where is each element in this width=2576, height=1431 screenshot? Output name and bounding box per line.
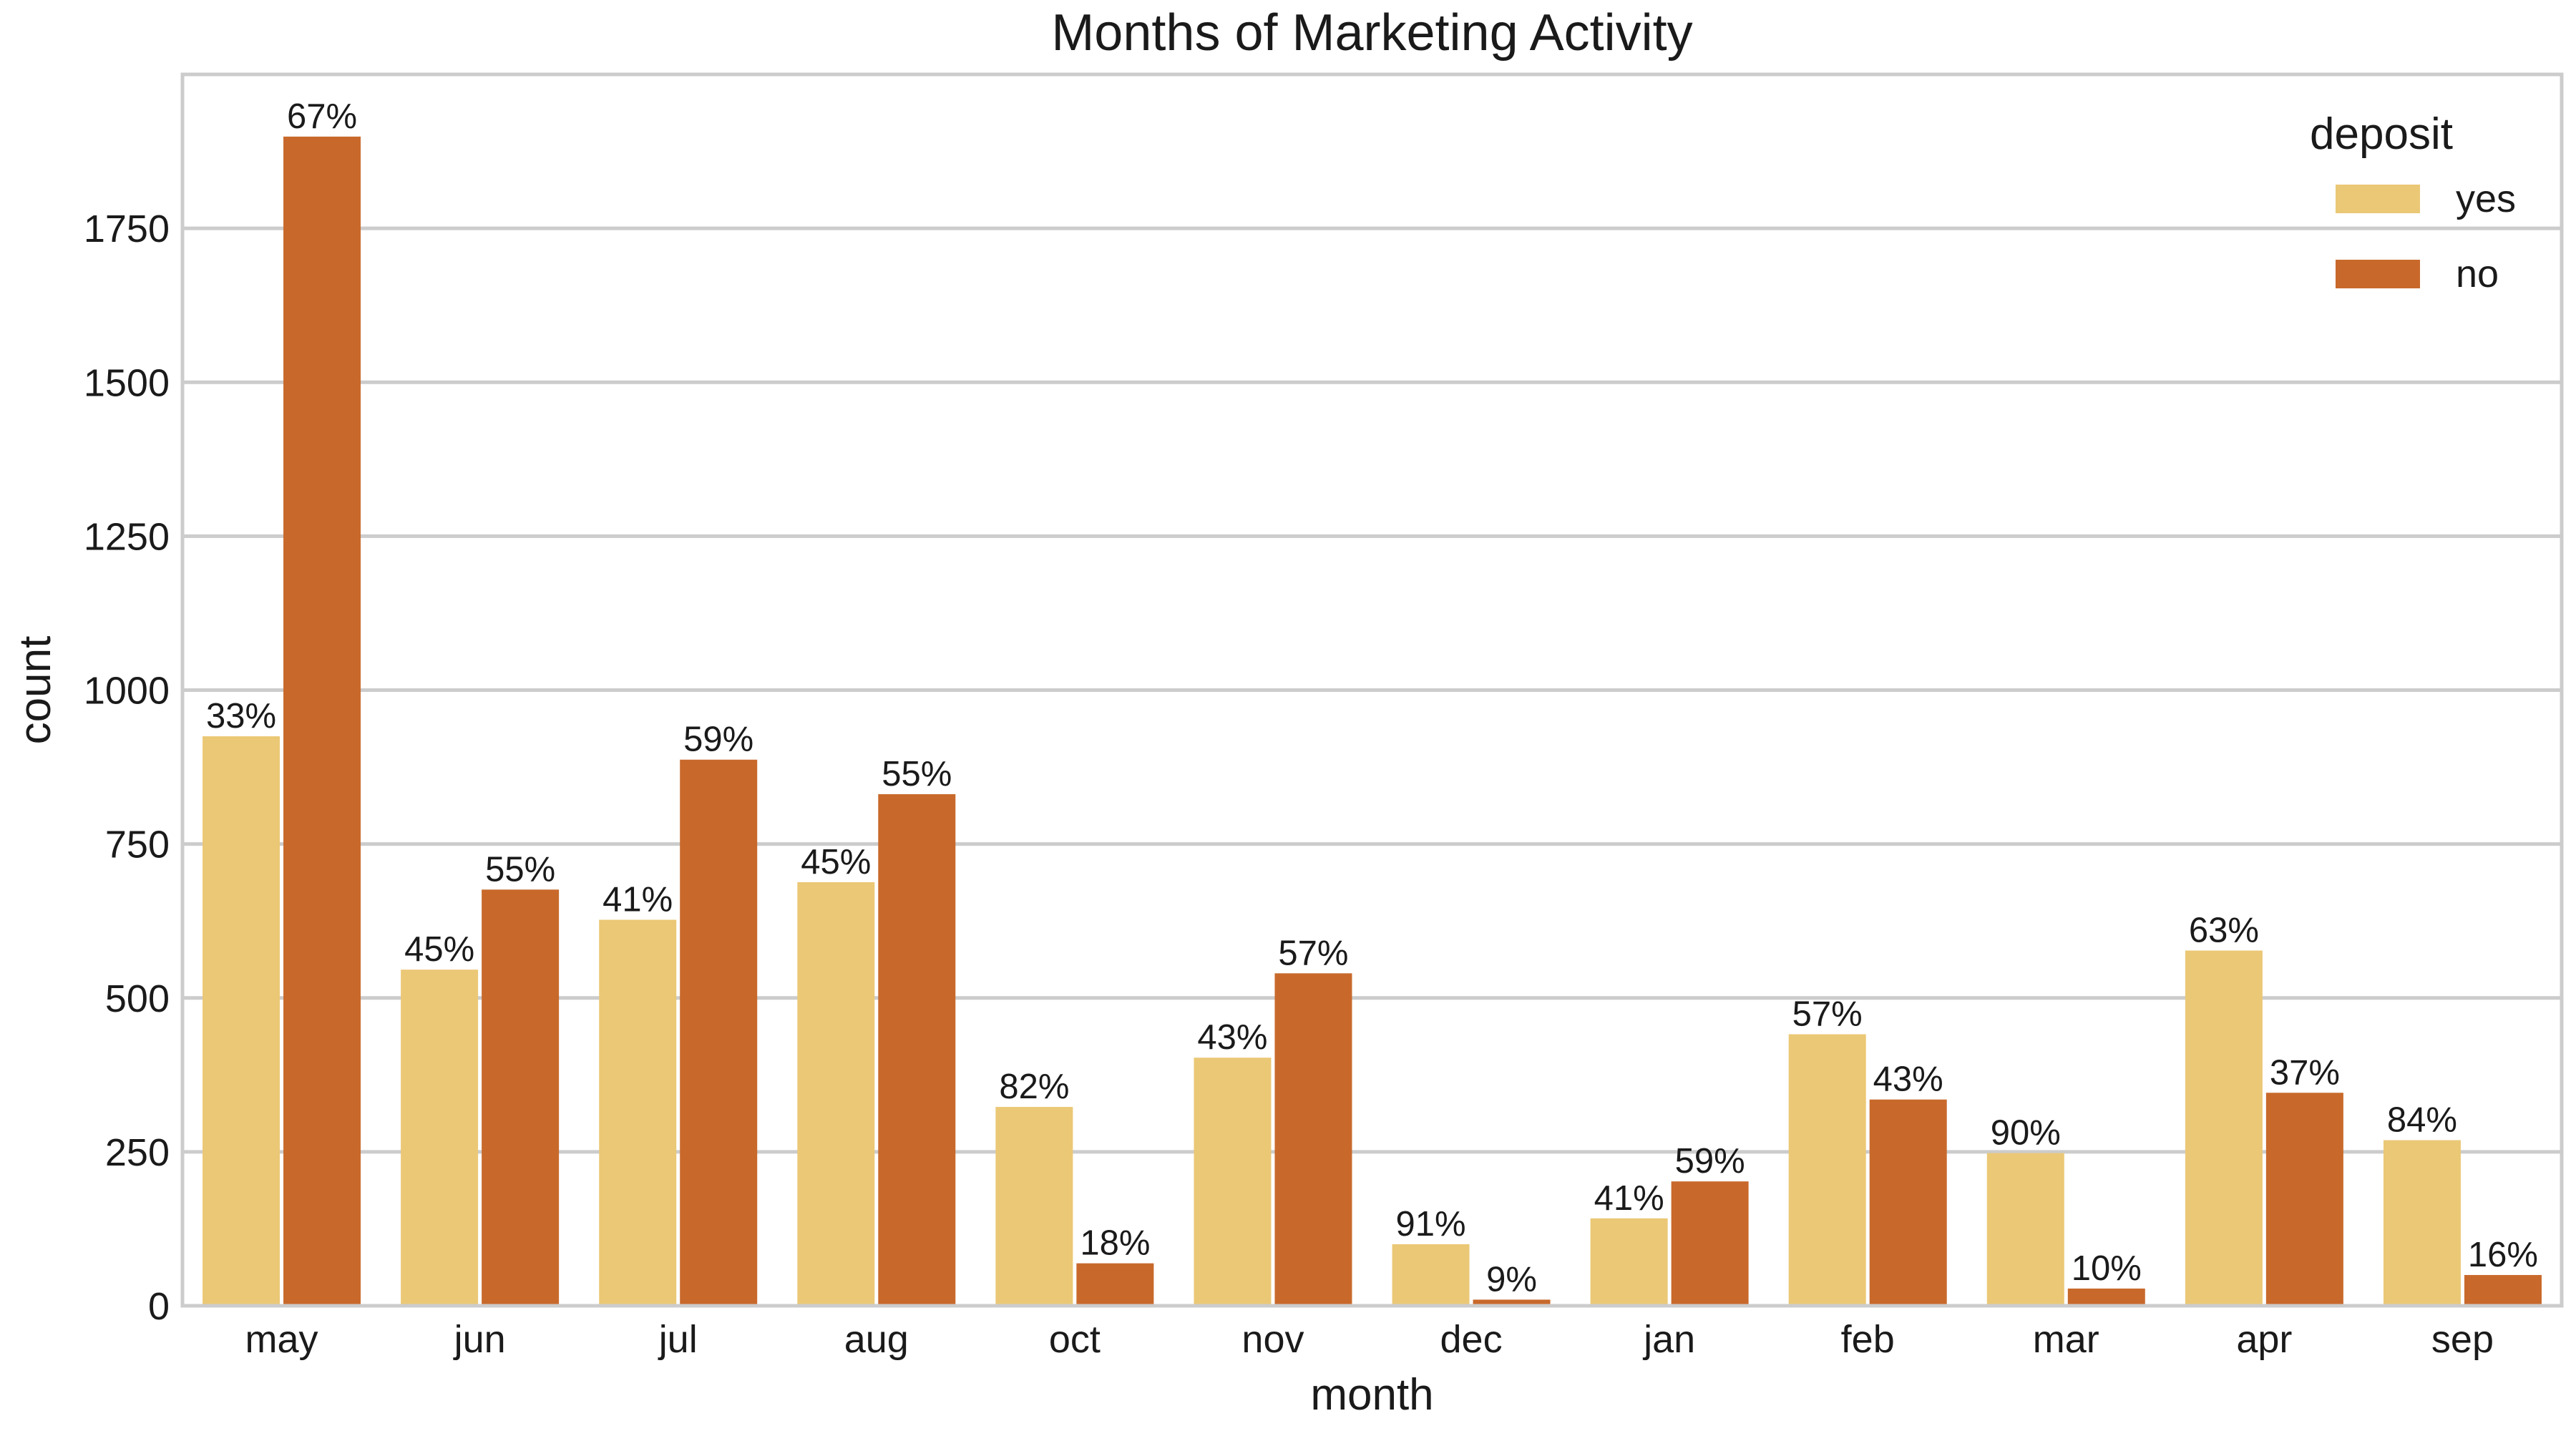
bar-yes-mar bbox=[1986, 1153, 2064, 1306]
bar-data-label: 41% bbox=[1594, 1179, 1664, 1218]
bar-yes-apr bbox=[2185, 950, 2263, 1306]
bar-no-may bbox=[283, 136, 361, 1306]
frame-layer bbox=[180, 72, 2564, 1308]
bar-no-jun bbox=[482, 889, 560, 1306]
legend-label-no: no bbox=[2456, 253, 2499, 296]
x-tick-label: nov bbox=[1241, 1318, 1304, 1361]
x-tick-label: jun bbox=[453, 1318, 506, 1361]
bar-yes-dec bbox=[1392, 1244, 1470, 1306]
bar-data-label: 43% bbox=[1197, 1018, 1267, 1057]
x-tick-label: mar bbox=[2033, 1318, 2099, 1361]
y-tick-label: 1750 bbox=[84, 207, 170, 250]
bar-data-label: 45% bbox=[404, 930, 474, 969]
bar-no-jan bbox=[1671, 1181, 1749, 1306]
bar-data-label: 59% bbox=[1675, 1142, 1745, 1181]
bar-data-label: 67% bbox=[287, 97, 357, 136]
x-axis-label: month bbox=[1310, 1370, 1433, 1420]
x-tick-label: feb bbox=[1841, 1318, 1895, 1361]
x-tick-label: sep bbox=[2431, 1318, 2494, 1361]
bar-no-mar bbox=[2067, 1288, 2145, 1306]
bar-data-label: 90% bbox=[1991, 1114, 2061, 1153]
bar-no-sep bbox=[2464, 1274, 2542, 1306]
bar-no-dec bbox=[1473, 1299, 1551, 1306]
bar-data-label: 43% bbox=[1873, 1060, 1943, 1099]
bar-yes-aug bbox=[797, 881, 875, 1306]
bar-data-label: 84% bbox=[2387, 1101, 2457, 1140]
x-tick-label: dec bbox=[1440, 1318, 1503, 1361]
bar-data-label: 33% bbox=[206, 697, 276, 736]
y-axis-label: count bbox=[11, 636, 60, 745]
bar-data-label: 55% bbox=[882, 755, 952, 793]
bar-no-jul bbox=[680, 759, 758, 1306]
legend-label-yes: yes bbox=[2456, 177, 2516, 220]
bar-yes-nov bbox=[1194, 1058, 1272, 1306]
bar-data-label: 55% bbox=[485, 850, 555, 889]
grid-layer bbox=[182, 226, 2562, 1308]
legend-swatch-no bbox=[2336, 260, 2420, 288]
bar-yes-jun bbox=[401, 970, 479, 1306]
labels-layer: 0 250 500 750 1000 1250 1500 1750 33% 67% may 45% 55… bbox=[84, 97, 2538, 1361]
bar-data-label: 57% bbox=[1792, 995, 1863, 1034]
bar-data-label: 10% bbox=[2072, 1249, 2142, 1288]
plot-frame bbox=[180, 72, 2564, 1308]
bar-no-aug bbox=[878, 793, 956, 1306]
bar-data-label: 59% bbox=[683, 721, 753, 759]
bar-no-apr bbox=[2265, 1093, 2343, 1306]
bar-yes-may bbox=[203, 736, 280, 1306]
bar-data-label: 16% bbox=[2468, 1236, 2538, 1274]
chart-title: Months of Marketing Activity bbox=[1051, 4, 1692, 62]
legend: deposit yes no bbox=[2310, 109, 2516, 296]
legend-title: deposit bbox=[2310, 109, 2453, 159]
bar-data-label: 41% bbox=[602, 880, 673, 919]
bar-yes-feb bbox=[1788, 1034, 1866, 1306]
x-tick-label: apr bbox=[2236, 1318, 2292, 1361]
y-tick-label: 1250 bbox=[84, 515, 170, 558]
y-tick-label: 250 bbox=[105, 1131, 170, 1174]
bar-no-nov bbox=[1274, 973, 1352, 1306]
y-tick-label: 1500 bbox=[84, 361, 170, 404]
x-tick-label: aug bbox=[844, 1318, 909, 1361]
x-tick-label: oct bbox=[1049, 1318, 1101, 1361]
bar-data-label: 63% bbox=[2189, 911, 2259, 949]
bar-yes-jan bbox=[1590, 1218, 1668, 1306]
y-tick-label: 1000 bbox=[84, 670, 170, 713]
bar-yes-jul bbox=[599, 919, 677, 1306]
bar-data-label: 9% bbox=[1486, 1260, 1537, 1299]
x-tick-label: jan bbox=[1642, 1318, 1695, 1361]
bar-yes-oct bbox=[995, 1107, 1073, 1306]
bar-no-oct bbox=[1076, 1263, 1154, 1306]
bar-data-label: 57% bbox=[1278, 934, 1348, 972]
bars-layer bbox=[203, 136, 2542, 1306]
x-tick-label: may bbox=[245, 1318, 318, 1361]
x-tick-label: jul bbox=[658, 1318, 698, 1361]
bar-data-label: 18% bbox=[1080, 1224, 1150, 1263]
y-tick-label: 750 bbox=[105, 824, 170, 866]
bar-no-feb bbox=[1869, 1099, 1947, 1306]
bar-data-label: 82% bbox=[999, 1068, 1069, 1106]
y-tick-label: 0 bbox=[148, 1285, 170, 1328]
bar-data-label: 91% bbox=[1396, 1205, 1466, 1244]
bar-data-label: 45% bbox=[801, 843, 871, 881]
bar-yes-sep bbox=[2383, 1140, 2461, 1306]
legend-swatch-yes bbox=[2336, 185, 2420, 213]
bar-data-label: 37% bbox=[2270, 1053, 2340, 1092]
y-tick-label: 500 bbox=[105, 977, 170, 1020]
